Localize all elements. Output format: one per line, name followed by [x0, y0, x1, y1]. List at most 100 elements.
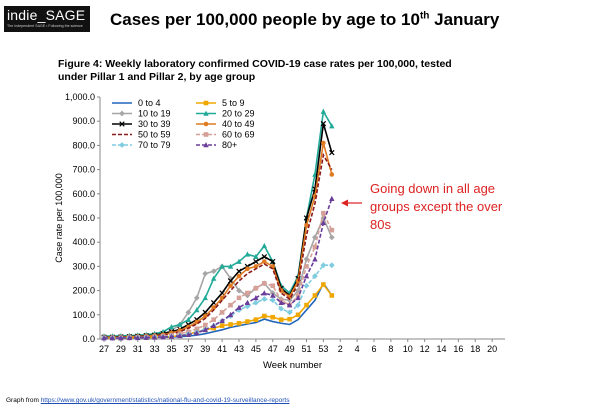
data-point-60-to-69 — [228, 302, 233, 308]
data-point-40-to-49 — [245, 266, 250, 272]
data-point-20-to-29 — [168, 324, 175, 330]
data-point-40-to-49 — [304, 222, 309, 228]
data-point-80-plus — [202, 326, 208, 333]
data-point-80-plus — [253, 294, 259, 301]
x-tick-label: 53 — [318, 344, 328, 354]
data-point-10-to-19 — [185, 309, 192, 316]
data-point-20-to-29 — [320, 108, 327, 114]
data-point-40-to-49 — [253, 264, 259, 269]
data-point-70-to-79 — [286, 309, 293, 316]
x-tick-label: 14 — [436, 344, 446, 354]
legend-label: 80+ — [222, 140, 237, 150]
data-point-30-to-39 — [270, 258, 276, 265]
data-point-10-to-19 — [244, 292, 251, 299]
legend-marker — [203, 142, 209, 148]
data-point-5-to-9 — [287, 316, 292, 322]
legend-label: 70 to 79 — [138, 140, 171, 150]
legend-marker — [203, 121, 209, 127]
x-tick-label: 18 — [470, 344, 480, 354]
data-point-20-to-29 — [236, 258, 242, 264]
x-tick-label: 4 — [355, 344, 360, 354]
data-point-60-to-69 — [236, 295, 242, 301]
data-point-80-plus — [320, 219, 327, 226]
legend-marker — [119, 121, 125, 127]
data-point-80-plus — [312, 256, 318, 262]
slide-title: Cases per 100,000 people by age to 10th … — [110, 10, 499, 30]
legend-marker — [119, 110, 125, 117]
data-point-40-to-49 — [228, 283, 233, 289]
data-point-30-to-39 — [261, 253, 268, 260]
series-20-to-29 — [101, 108, 335, 339]
x-tick-label: 37 — [183, 344, 193, 354]
x-tick-label: 33 — [150, 344, 160, 354]
source-note: Graph from https://www.gov.uk/government… — [6, 397, 289, 404]
legend-label: 5 to 9 — [222, 98, 245, 108]
data-point-60-to-69 — [202, 322, 208, 328]
data-point-10-to-19 — [328, 234, 335, 241]
source-link[interactable]: https://www.gov.uk/government/statistics… — [40, 397, 290, 404]
legend-marker — [203, 100, 209, 106]
data-point-30-to-39 — [329, 149, 335, 156]
legend: 0 to 4 5 to 9 10 to 19 20 to 29 30 to 39 40 t… — [112, 98, 255, 150]
y-tick-label: 500.0 — [72, 213, 95, 223]
data-point-80-plus — [151, 334, 158, 340]
data-point-60-to-69 — [329, 227, 335, 233]
legend-label: 20 to 29 — [222, 109, 255, 119]
y-axis-label: Case rate per 100,000 — [54, 173, 64, 263]
data-point-10-to-19 — [303, 256, 310, 263]
indie-sage-logo: indie_SAGE The Independent SAGE • Follow… — [4, 6, 90, 32]
data-point-5-to-9 — [262, 313, 267, 319]
data-point-10-to-19 — [320, 215, 327, 221]
x-tick-label: 31 — [133, 344, 143, 354]
x-tick-label: 45 — [251, 344, 261, 354]
data-point-60-to-69 — [270, 283, 276, 289]
data-point-80-plus — [185, 331, 192, 337]
data-point-20-to-29 — [219, 263, 225, 269]
data-point-80-plus — [126, 334, 133, 341]
data-point-30-to-39 — [210, 299, 217, 306]
data-point-20-to-29 — [202, 294, 208, 301]
x-axis-label: Week number — [263, 360, 322, 371]
legend-label: 40 to 49 — [222, 119, 255, 129]
data-point-20-to-29 — [177, 321, 183, 327]
series-line-40-to-49 — [104, 142, 333, 339]
data-point-80-plus — [329, 195, 335, 201]
slide-title-superscript: th — [419, 10, 430, 22]
data-point-80-plus — [270, 292, 276, 298]
x-tick-label: 47 — [268, 344, 278, 354]
x-tick-label: 10 — [403, 344, 413, 354]
data-point-10-to-19 — [193, 294, 200, 301]
y-tick-label: 600.0 — [72, 189, 95, 199]
series-50-to-59 — [104, 152, 333, 339]
data-point-70-to-79 — [252, 299, 259, 306]
data-point-5-to-9 — [312, 293, 318, 298]
data-point-40-to-49 — [262, 259, 267, 264]
y-tick-label: 900.0 — [72, 116, 95, 126]
x-tick-label: 2 — [338, 344, 343, 354]
y-tick-label: 0.0 — [82, 334, 95, 344]
data-point-30-to-39 — [320, 120, 327, 127]
data-point-80-plus — [278, 299, 284, 305]
data-point-40-to-49 — [219, 295, 225, 301]
x-tick-label: 16 — [453, 344, 463, 354]
x-tick-label: 27 — [99, 344, 109, 354]
x-tick-label: 39 — [200, 344, 210, 354]
legend-label: 0 to 4 — [138, 98, 161, 108]
y-tick-label: 700.0 — [72, 165, 95, 175]
logo-tagline: The Independent SAGE • Following the sci… — [7, 24, 83, 28]
data-point-20-to-29 — [210, 275, 217, 281]
data-point-60-to-69 — [321, 210, 326, 216]
data-point-80-plus — [219, 317, 225, 324]
data-point-80-plus — [168, 333, 175, 339]
x-tick-label: 12 — [420, 344, 430, 354]
x-tick-label: 29 — [116, 344, 126, 354]
data-point-80-plus — [210, 322, 217, 328]
data-point-5-to-9 — [253, 317, 259, 322]
data-point-80-plus — [143, 334, 149, 340]
x-tick-label: 41 — [217, 344, 227, 354]
data-point-80-plus — [286, 302, 293, 308]
series-line-80-plus — [104, 198, 333, 339]
series-line-20-to-29 — [104, 109, 333, 337]
annotation-arrowhead — [341, 199, 348, 207]
x-tick-label: 20 — [487, 344, 497, 354]
